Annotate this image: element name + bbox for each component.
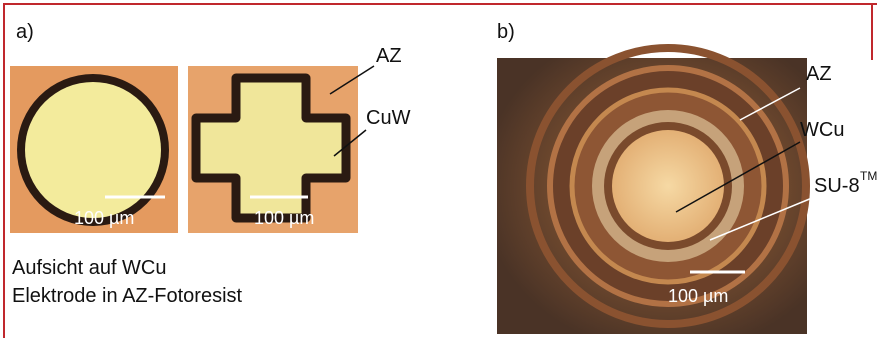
annotation: SU-8 [814,175,860,197]
scale-bar-label: 100 µm [74,208,134,228]
superscript: TM [860,169,877,183]
figure: a) 100 µm 100 µm AZ CuW Aufsicht auf WCu… [0,0,877,338]
scale-bar-label: 100 µm [254,208,314,228]
annotation: CuW [366,107,411,129]
annotation: AZ [806,63,832,85]
panel-label: a) [16,21,34,43]
micrograph-rings [497,48,807,334]
annotation: AZ [376,45,402,67]
scale-bar-label: 100 µm [668,286,728,306]
annotation: WCu [800,119,844,141]
caption-line: Aufsicht auf WCu [12,257,167,279]
caption-line: Elektrode in AZ-Fotoresist [12,285,243,307]
panel-label: b) [497,21,515,43]
